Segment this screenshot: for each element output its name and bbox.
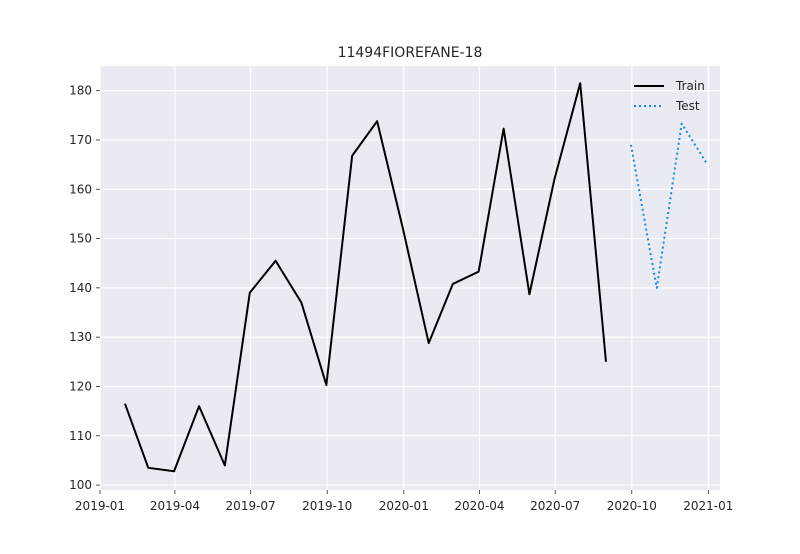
x-tick-label: 2019-04 (150, 499, 200, 513)
chart-title: 11494FIOREFANE-18 (338, 45, 483, 61)
y-tick-label: 140 (69, 281, 92, 295)
y-tick-label: 120 (69, 379, 92, 393)
y-tick-label: 170 (69, 133, 92, 147)
x-tick-label: 2020-04 (454, 499, 504, 513)
plot-area (100, 66, 720, 490)
y-tick-label: 150 (69, 232, 92, 246)
x-tick-label: 2020-10 (607, 499, 657, 513)
x-tick-label: 2019-10 (302, 499, 352, 513)
y-tick-label: 110 (69, 429, 92, 443)
y-tick-label: 160 (69, 182, 92, 196)
x-tick-label: 2020-01 (379, 499, 429, 513)
y-tick-label: 100 (69, 478, 92, 492)
x-axis-ticks: 2019-01 2019-04 2019-07 2019-10 2020-01 2020-… (75, 490, 733, 513)
test-legend-label: Test (675, 99, 700, 113)
train-legend-label: Train (675, 79, 705, 93)
y-tick-label: 180 (69, 84, 92, 98)
x-tick-label: 2020-07 (530, 499, 580, 513)
x-tick-label: 2019-07 (226, 499, 276, 513)
x-tick-label: 2021-01 (683, 499, 733, 513)
x-tick-label: 2019-01 (75, 499, 125, 513)
y-tick-label: 130 (69, 330, 92, 344)
y-axis-ticks: 100 110 120 130 140 150 160 170 180 (69, 84, 100, 492)
